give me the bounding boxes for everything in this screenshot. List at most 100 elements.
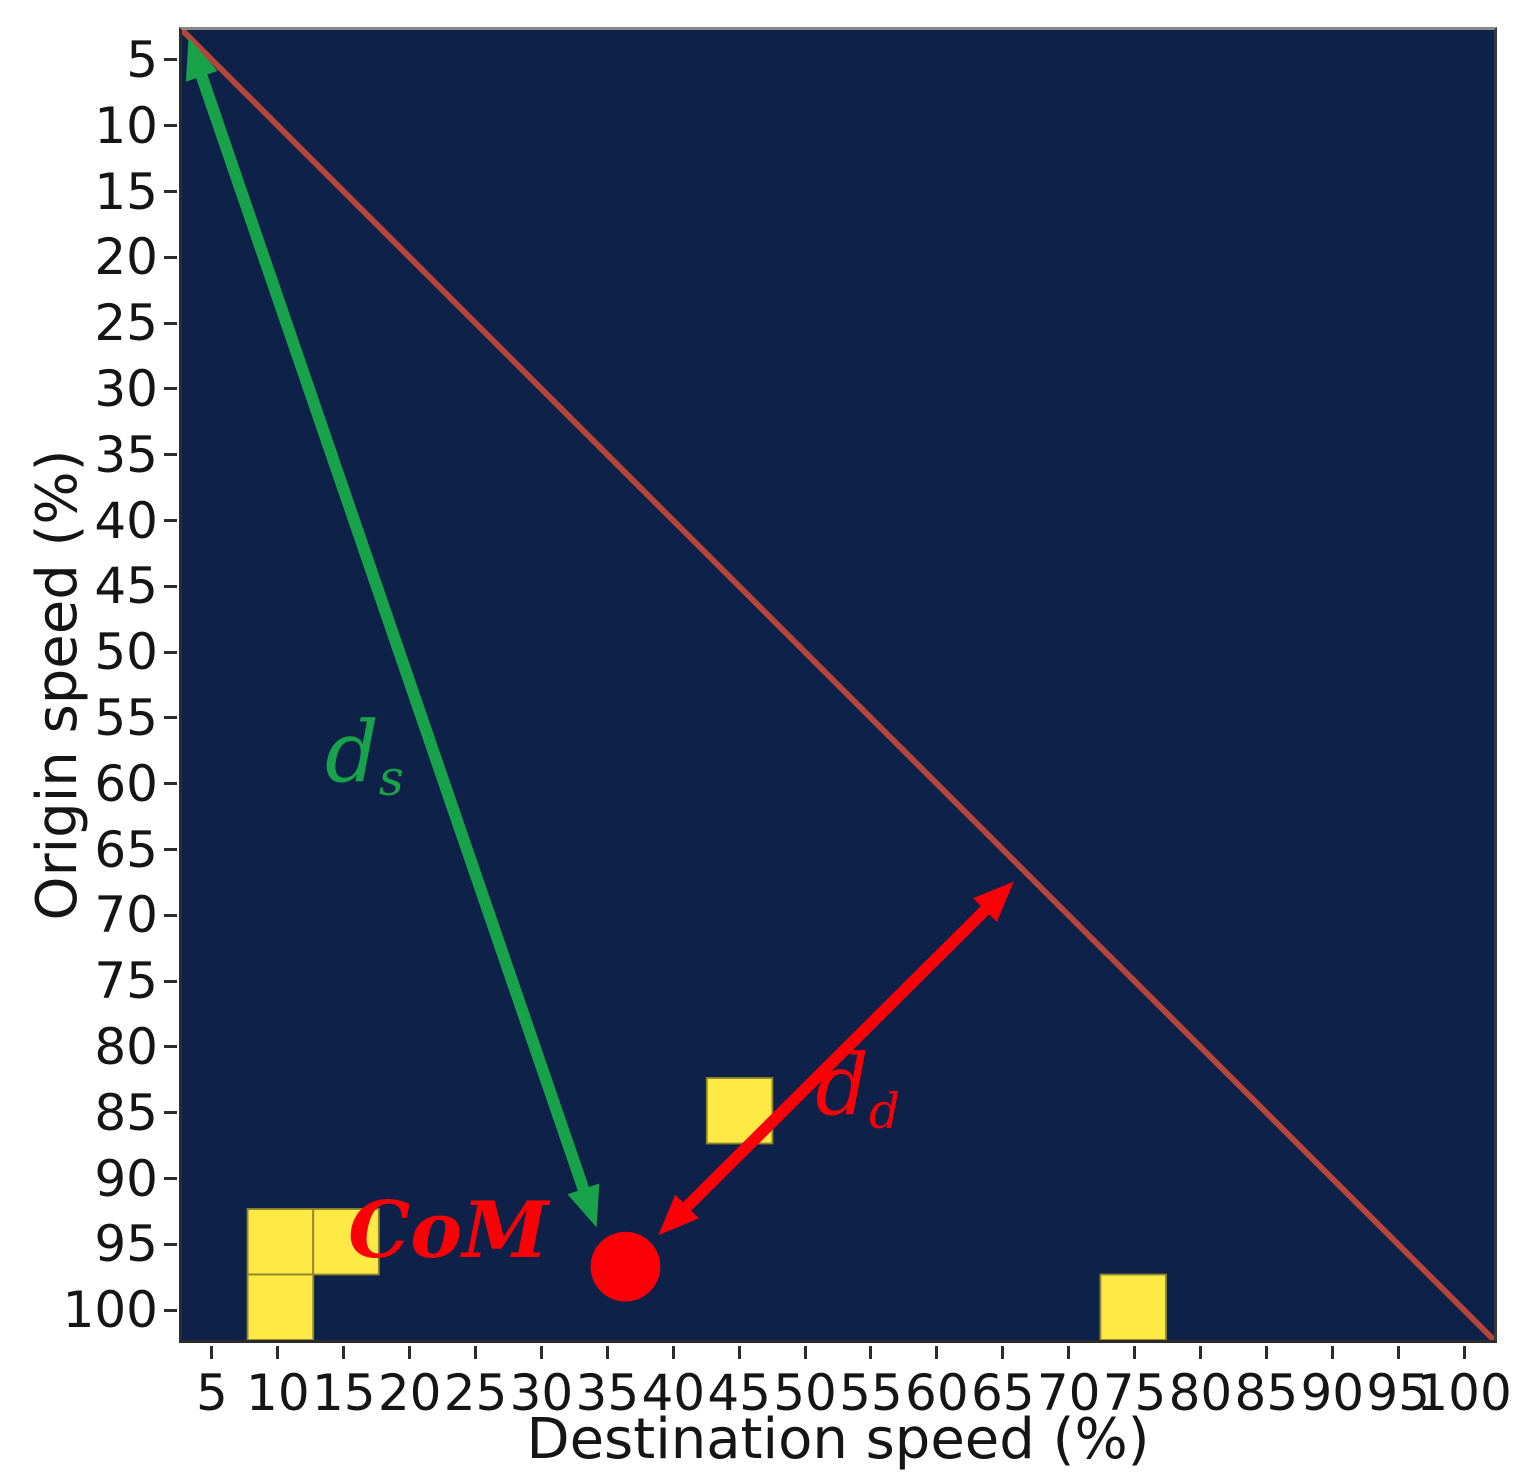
- x-tick-mark: [210, 1346, 214, 1359]
- y-tick-label: 70: [94, 886, 158, 945]
- x-tick-mark: [1133, 1346, 1137, 1359]
- x-tick-mark: [1396, 1346, 1400, 1359]
- heatmap-high-cell: [312, 1208, 380, 1276]
- y-tick-mark: [164, 1111, 177, 1115]
- dd-arrow-head: [973, 881, 1014, 923]
- y-tick-mark: [164, 650, 177, 654]
- x-tick-mark: [1198, 1346, 1202, 1359]
- y-tick-label: 80: [94, 1017, 158, 1076]
- ds-label-base: d: [324, 703, 379, 802]
- ds-distance-label: ds: [325, 710, 404, 803]
- y-tick-mark: [164, 782, 177, 786]
- y-tick-label: 25: [94, 294, 158, 353]
- y-tick-label: 90: [94, 1149, 158, 1208]
- x-tick-label: 90: [1300, 1364, 1365, 1422]
- dd-distance-label: dd: [815, 1043, 900, 1136]
- x-tick-label: 45: [707, 1364, 771, 1422]
- heatmap-high-cell: [246, 1273, 315, 1340]
- x-tick-mark: [1330, 1346, 1334, 1359]
- ds-label-sub: s: [378, 751, 404, 808]
- y-tick-mark: [164, 190, 177, 193]
- x-tick-label: 30: [509, 1364, 574, 1422]
- x-tick-label: 55: [839, 1364, 903, 1422]
- x-tick-label: 75: [1102, 1364, 1167, 1422]
- y-tick-label: 45: [94, 557, 158, 616]
- y-tick-mark: [164, 979, 177, 983]
- x-tick-mark: [408, 1346, 412, 1359]
- x-tick-label: 5: [196, 1364, 228, 1422]
- y-tick-mark: [164, 1045, 177, 1049]
- x-tick-label: 80: [1168, 1364, 1233, 1422]
- x-tick-mark: [342, 1346, 346, 1359]
- x-axis-title: Destination speed (%): [526, 1407, 1150, 1472]
- y-tick-mark: [164, 716, 177, 720]
- heatmap-high-cell: [1099, 1273, 1167, 1340]
- dd-arrow-head: [658, 1194, 699, 1236]
- x-tick-label: 15: [311, 1364, 376, 1422]
- y-tick-mark: [164, 387, 177, 391]
- y-tick-label: 50: [94, 623, 158, 682]
- y-tick-mark: [164, 453, 177, 457]
- dd-arrow-shaft: [675, 898, 997, 1218]
- x-tick-label: 70: [1036, 1364, 1101, 1422]
- x-tick-label: 40: [641, 1364, 706, 1422]
- x-tick-label: 35: [575, 1364, 640, 1422]
- diagonal-line: [182, 30, 1494, 1340]
- y-tick-mark: [164, 584, 177, 588]
- y-tick-label: 75: [94, 952, 158, 1011]
- x-tick-mark: [803, 1346, 807, 1359]
- x-tick-mark: [737, 1346, 741, 1359]
- y-tick-mark: [164, 1242, 177, 1246]
- y-tick-label: 100: [62, 1281, 158, 1340]
- y-tick-mark: [164, 519, 177, 522]
- x-tick-mark: [1462, 1346, 1466, 1359]
- x-tick-label: 65: [970, 1364, 1035, 1422]
- x-tick-mark: [1264, 1346, 1268, 1359]
- com-point: [590, 1231, 661, 1302]
- ds-arrow-head: [567, 1183, 600, 1228]
- y-tick-mark: [164, 913, 177, 917]
- y-tick-mark: [164, 255, 177, 259]
- x-tick-label: 100: [1416, 1364, 1512, 1422]
- x-tick-mark: [671, 1346, 675, 1359]
- x-tick-mark: [869, 1346, 873, 1359]
- x-tick-label: 10: [246, 1364, 310, 1422]
- x-tick-label: 20: [377, 1364, 442, 1422]
- com-label: CoM: [348, 1185, 549, 1277]
- x-tick-label: 85: [1234, 1364, 1299, 1422]
- y-tick-mark: [164, 58, 177, 62]
- y-tick-label: 55: [94, 688, 158, 747]
- x-tick-mark: [1067, 1346, 1071, 1359]
- x-tick-label: 60: [905, 1364, 969, 1422]
- y-tick-mark: [164, 124, 177, 128]
- x-tick-label: 25: [443, 1364, 508, 1422]
- x-tick-mark: [935, 1346, 939, 1359]
- x-tick-mark: [474, 1346, 478, 1359]
- y-tick-label: 40: [94, 491, 158, 550]
- y-tick-mark: [164, 1177, 177, 1180]
- y-tick-mark: [164, 848, 177, 851]
- x-tick-label: 50: [773, 1364, 837, 1422]
- heatmap-canvas: [182, 30, 1494, 1340]
- dd-label-sub: d: [868, 1083, 901, 1140]
- y-tick-label: 35: [94, 425, 158, 484]
- x-tick-label: 95: [1366, 1364, 1430, 1422]
- x-tick-mark: [539, 1346, 543, 1359]
- x-tick-mark: [605, 1346, 609, 1359]
- y-tick-label: 5: [126, 30, 158, 89]
- y-tick-label: 65: [94, 820, 158, 879]
- y-tick-label: 85: [94, 1083, 158, 1142]
- y-tick-label: 95: [94, 1215, 158, 1274]
- dd-label-base: d: [815, 1036, 869, 1135]
- y-tick-mark: [164, 321, 177, 325]
- y-tick-label: 30: [94, 359, 158, 418]
- y-tick-label: 60: [94, 754, 158, 813]
- ds-arrow-head: [185, 37, 218, 82]
- plot-area: ds dd CoM: [179, 27, 1497, 1343]
- ds-arrow-shaft: [192, 64, 593, 1201]
- heatmap-high-cell: [246, 1208, 315, 1276]
- y-tick-label: 20: [94, 228, 158, 287]
- y-tick-mark: [164, 1308, 177, 1312]
- x-tick-mark: [276, 1346, 280, 1359]
